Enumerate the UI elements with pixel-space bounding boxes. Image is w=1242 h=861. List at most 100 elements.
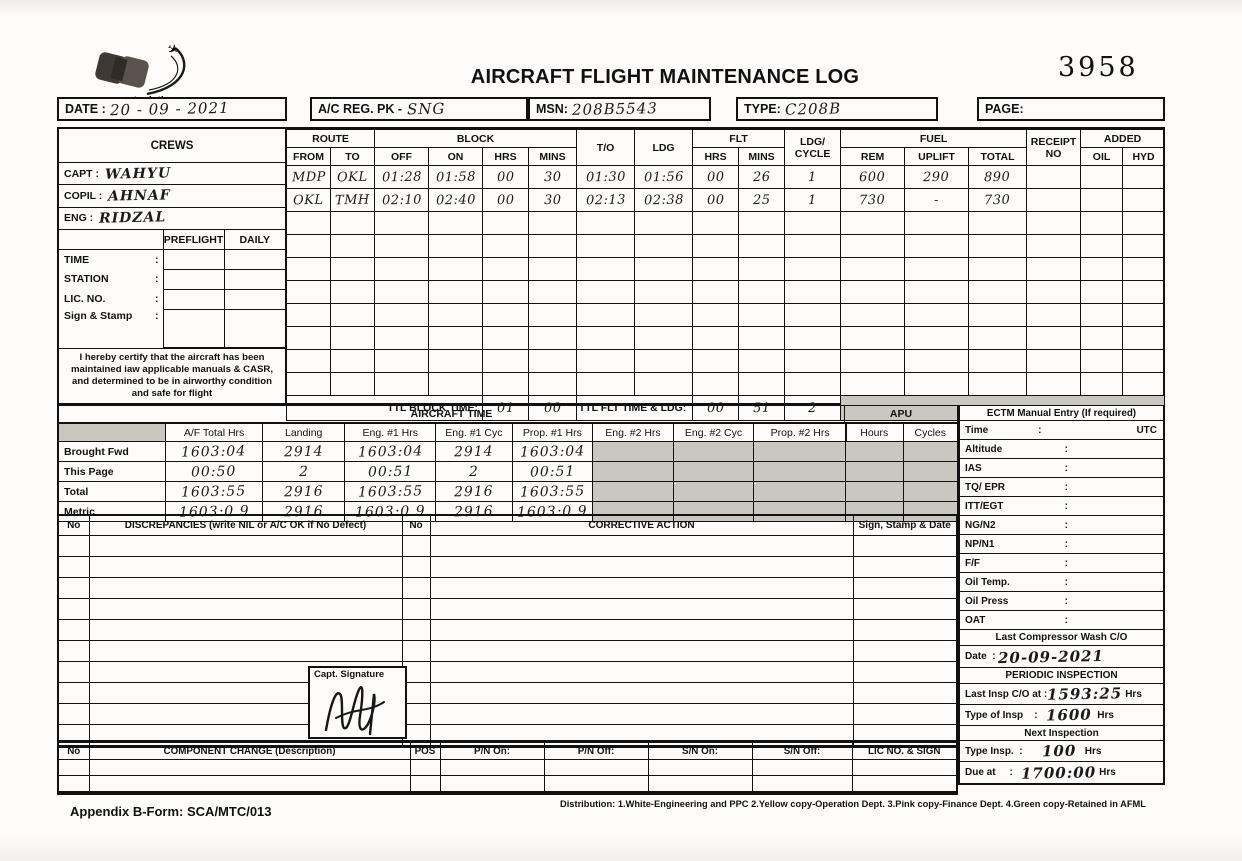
block-group-header: BLOCK	[373, 129, 578, 148]
last-insp-row: Last Insp C/O at : 1593:25 Hrs	[960, 684, 1163, 705]
comp-desc-header: COMPONENT CHANGE (Description)	[88, 742, 411, 760]
aircraft-reg-value: SNG	[406, 99, 446, 119]
apu-hours-header: Hours	[845, 423, 904, 442]
next-inspection-title: Next Inspection	[960, 726, 1163, 741]
discrepancy-row	[59, 682, 956, 704]
msn-field: MSN: 208B5543	[528, 97, 711, 121]
pn-off-header: P/N Off:	[543, 742, 649, 760]
component-change-table: No COMPONENT CHANGE (Description) POS P/…	[59, 742, 956, 792]
flight-row-empty	[286, 257, 1166, 281]
capt-label: CAPT :	[64, 167, 99, 180]
apu-row	[845, 461, 958, 482]
eng2-hrs-header: Eng. #2 Hrs	[592, 423, 674, 442]
flight-row-1: MDP OKL 01:28 01:58 00 30 01:30 01:56 00…	[286, 165, 1166, 189]
flt-group-header: FLT	[692, 129, 786, 148]
flight-row-empty	[286, 372, 1166, 396]
apu-row	[845, 441, 958, 462]
msn-label: MSN:	[536, 102, 568, 116]
off-header: OFF	[374, 147, 429, 166]
appendix-form-number: Appendix B-Form: SCA/MTC/013	[70, 804, 272, 819]
discrepancies-section: No DISCREPANCIES (write NIL or A/C OK if…	[57, 514, 958, 748]
discrepancy-row	[59, 598, 956, 620]
added-group-header: ADDED	[1080, 129, 1166, 148]
page-label: PAGE:	[985, 102, 1024, 116]
ectm-field-ias: IAS:	[960, 459, 1163, 478]
utc-label: UTC	[1136, 424, 1157, 436]
lic-no-row-label: LIC. NO.:	[64, 293, 159, 306]
column-header-row: FROM TO OFF ON HRS MINS HRS MINS REM UPL…	[286, 147, 1166, 166]
page-title: AIRCRAFT FLIGHT MAINTENANCE LOG	[470, 66, 860, 88]
time-row-label: TIME:	[64, 253, 159, 266]
flt-mins-header: MINS	[738, 147, 786, 166]
oil-header: OIL	[1080, 147, 1124, 166]
ectm-field-tq-epr: TQ/ EPR:	[960, 478, 1163, 497]
hyd-header: HYD	[1122, 147, 1166, 166]
route-group-header: ROUTE	[286, 129, 375, 148]
ectm-field-oat: OAT:	[960, 611, 1163, 630]
discrepancy-row	[59, 535, 956, 557]
aircraft-time-title: AIRCRAFT TIME	[59, 405, 845, 423]
ldg-cycle-header: LDG/CYCLE	[784, 129, 842, 166]
on-header: ON	[428, 147, 483, 166]
prop2-hrs-header: Prop. #2 Hrs	[753, 423, 847, 442]
ectm-field-oil-temp: Oil Temp.:	[960, 573, 1163, 592]
discrepancy-row	[59, 577, 956, 599]
fuel-uplift-header: UPLIFT	[904, 147, 970, 166]
page-field: PAGE:	[977, 97, 1165, 121]
pn-on-header: P/N On:	[439, 742, 545, 760]
wash-date-value: 20-09-2021	[998, 646, 1105, 667]
apu-row	[845, 481, 958, 502]
apu-title: APU	[845, 405, 958, 423]
apu-table: Hours Cycles	[845, 423, 958, 522]
type-of-insp-value: 1600	[1045, 705, 1092, 725]
date-field: DATE : 20 - 09 - 2021	[57, 97, 287, 121]
due-at-row: Due at : 1700:00 Hrs	[965, 762, 1116, 783]
receipt-no-header: RECEIPT NO	[1026, 129, 1082, 166]
next-type-insp-value: 100	[1041, 741, 1077, 761]
fuel-group-header: FUEL	[840, 129, 1028, 148]
flight-row-empty	[286, 303, 1166, 327]
flight-row-empty	[286, 234, 1166, 258]
time-preflight-cell	[162, 249, 225, 271]
ectm-field-np-n1: NP/N1:	[960, 535, 1163, 554]
captain-signature-label: Capt. Signature	[314, 669, 385, 680]
ectm-field-itt-egt: ITT/EGT:	[960, 497, 1163, 516]
daily-col-header: DAILY	[223, 229, 285, 251]
discrepancies-header: DISCREPANCIES (write NIL or A/C OK if No…	[88, 515, 403, 536]
landing-col-header: Landing	[261, 423, 346, 442]
aircraft-time-header-row: A/F Total Hrs Landing Eng. #1 Hrs Eng. #…	[59, 423, 847, 442]
fuel-total-header: TOTAL	[968, 147, 1028, 166]
aircraft-time-table: A/F Total Hrs Landing Eng. #1 Hrs Eng. #…	[59, 423, 847, 522]
captain-signature-box: Capt. Signature	[308, 666, 407, 739]
to-header: TO	[330, 147, 375, 166]
apu-section: APU Hours Cycles	[845, 405, 958, 522]
eng-name: RIDZAL	[99, 209, 167, 228]
comp-pos-header: POS	[409, 742, 441, 760]
component-change-section: No COMPONENT CHANGE (Description) POS P/…	[57, 740, 958, 795]
date-value: 20 - 09 - 2021	[110, 98, 230, 120]
ectm-field-oil-press: Oil Press:	[960, 592, 1163, 611]
aircraft-reg-label: A/C REG. PK -	[318, 102, 403, 116]
ttl-flt-mins: 51	[738, 395, 786, 421]
ectm-title: ECTM Manual Entry (If required)	[960, 406, 1163, 421]
discrepancy-row	[59, 556, 956, 578]
preflight-col-header: PREFLIGHT	[162, 229, 225, 251]
station-daily-cell	[223, 269, 285, 291]
apu-cycles-header: Cycles	[902, 423, 958, 442]
eng1-hrs-header: Eng. #1 Hrs	[344, 423, 437, 442]
aircraft-reg-field: A/C REG. PK - SNG	[310, 97, 528, 121]
lic-preflight-cell	[162, 289, 225, 311]
flight-log-table: CREWS CAPT : WAHYU COPIL : AHNAF ENG : R…	[57, 127, 1166, 421]
component-change-row	[59, 775, 956, 792]
capt-name: WAHYU	[104, 164, 172, 183]
form-serial-number: 3958	[1058, 52, 1139, 83]
periodic-inspection-title: PERIODIC INSPECTION	[960, 668, 1163, 684]
ttl-ldg-count: 2	[784, 395, 842, 421]
next-type-insp-row: Type Insp. : 100 Hrs	[960, 741, 1163, 762]
msn-value: 208B5543	[572, 99, 659, 119]
discrepancy-row	[59, 661, 956, 683]
crew-row-copil: COPIL : AHNAF	[59, 185, 285, 208]
type-of-insp-row: Type of Insp : 1600 Hrs	[960, 705, 1163, 726]
compressor-wash-title: Last Compressor Wash C/O	[960, 630, 1163, 646]
